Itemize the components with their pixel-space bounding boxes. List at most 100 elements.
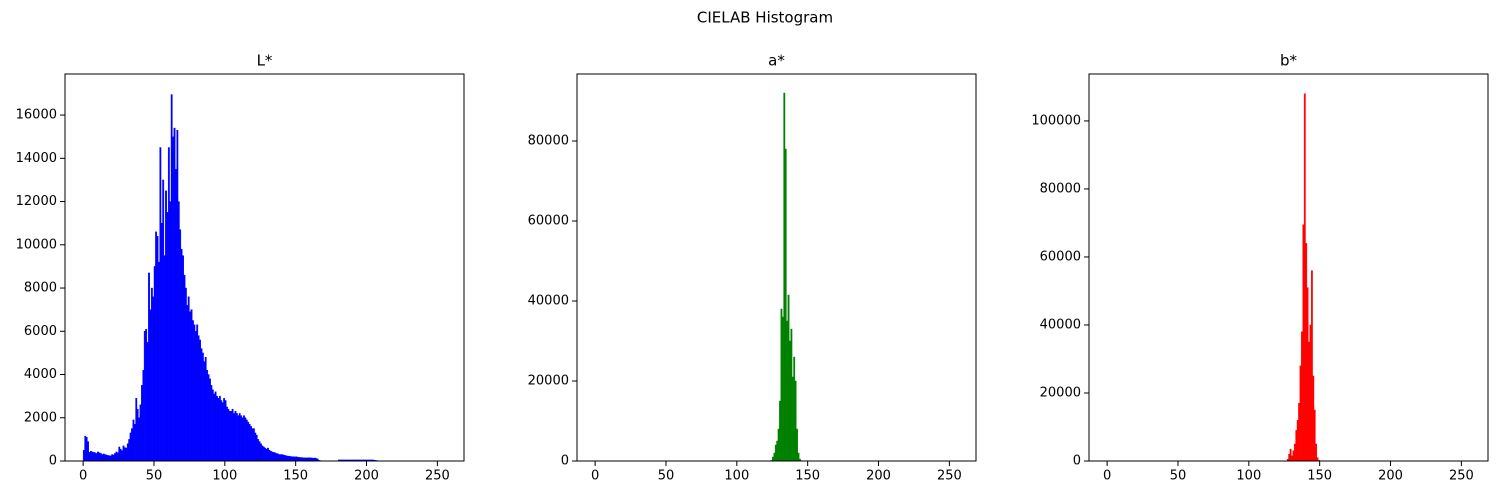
histogram-bar [1315,443,1318,462]
x-tick-label: 150 [283,469,308,484]
histogram-bar [159,147,162,462]
histogram-bar [180,248,183,462]
subplot-title: a* [768,52,785,70]
histogram-bar [206,369,209,462]
histogram-bar [268,449,271,462]
histogram-bar [257,439,260,462]
subplot: b* 0 50 100 150 200 250 0 20000 40000 60000 80000 10… [1031,52,1489,484]
axes-frame [1088,73,1489,462]
histogram-bar [1305,243,1308,462]
histogram-bar [286,455,289,462]
histogram-bar [209,378,211,462]
histogram-bar [1303,93,1306,462]
histogram-bar [783,92,786,462]
histogram-bar [82,449,85,462]
x-tick-label: 200 [866,469,891,484]
histogram-bar [240,415,243,462]
histogram-bar [170,94,173,462]
histogram-bar [784,148,787,462]
histogram-bar [233,413,235,462]
histogram-bar [104,454,107,462]
histogram-bar [1296,419,1299,462]
x-tick-label: 200 [1378,469,1403,484]
histogram-bar [248,424,251,462]
histogram-bar [776,440,779,462]
histogram-bar [132,419,135,462]
histogram-bar [231,408,234,462]
histogram-bar [241,417,244,462]
histogram-bar [288,456,291,462]
x-tick-label: 100 [1236,469,1261,484]
histogram-bar [214,391,217,462]
histogram-bar [250,426,252,462]
histogram-bar [153,266,156,462]
x-tick-label: 200 [354,469,379,484]
histogram-bar [99,453,102,462]
x-tick-label: 150 [1307,469,1332,484]
subplot-title: b* [1280,52,1298,70]
histogram-bar [179,229,182,462]
histogram-bar [135,398,138,462]
histogram-bar [203,361,206,462]
histogram-bar [794,380,797,462]
x-tick-label: 250 [1449,469,1474,484]
histogram-bar [197,335,200,462]
histogram-bar [301,457,303,462]
histogram-bar [95,453,98,462]
histogram-bar [265,448,268,462]
histogram-bar [189,311,192,462]
histogram-bar [166,212,169,462]
histogram-bar [190,309,193,462]
histogram-bar [150,287,153,462]
histogram-bar [1288,453,1291,462]
histogram-bar [133,424,136,462]
histogram-bar [1299,365,1302,462]
histogram-bar [224,400,227,462]
histogram-bar [148,272,150,462]
histogram-bar [172,136,175,462]
histogram-bar [142,369,145,462]
histogram-bar [136,408,139,462]
histogram-bar [298,457,301,462]
histogram-bar [267,447,269,462]
histogram-bar [238,413,241,462]
histogram-bar [210,385,213,462]
histogram-bar [221,402,224,462]
x-tick-label: 50 [1170,469,1187,484]
x-tick-label: 150 [795,469,820,484]
histogram-bar [145,328,148,462]
histogram-bar [217,398,220,462]
y-tick-label: 2000 [24,410,57,425]
histogram-bar [787,294,790,462]
histogram-bar [184,287,187,462]
y-tick-label: 4000 [24,367,57,382]
histogram-bar [279,454,282,462]
histogram-bar [88,452,91,462]
x-tick-label: 50 [658,469,675,484]
histogram-bar [204,357,207,462]
histogram-bar [786,320,789,462]
histogram-bar [285,455,288,462]
histogram-bar [177,201,180,462]
y-tick-label: 80000 [528,134,569,149]
histogram-bar [292,456,295,462]
histogram-bar [789,340,791,462]
histogram-bar [152,296,155,462]
histogram-bar [295,456,298,462]
histogram-bar [211,389,214,462]
x-tick-label: 250 [425,469,450,484]
histogram-bar [271,451,274,462]
x-tick-label: 0 [591,469,599,484]
histogram-bar [269,451,272,462]
histogram-bar [251,428,254,462]
histogram-bar [244,417,247,462]
histogram-bar [102,453,105,462]
histogram-bar [84,435,87,462]
histogram-bar [146,341,149,462]
histogram-bar [779,400,781,462]
histogram-bar [155,231,158,462]
histogram-bar [131,428,133,462]
x-tick-label: 0 [79,469,87,484]
histogram-bar [790,328,793,462]
histogram-bar [1309,324,1312,462]
